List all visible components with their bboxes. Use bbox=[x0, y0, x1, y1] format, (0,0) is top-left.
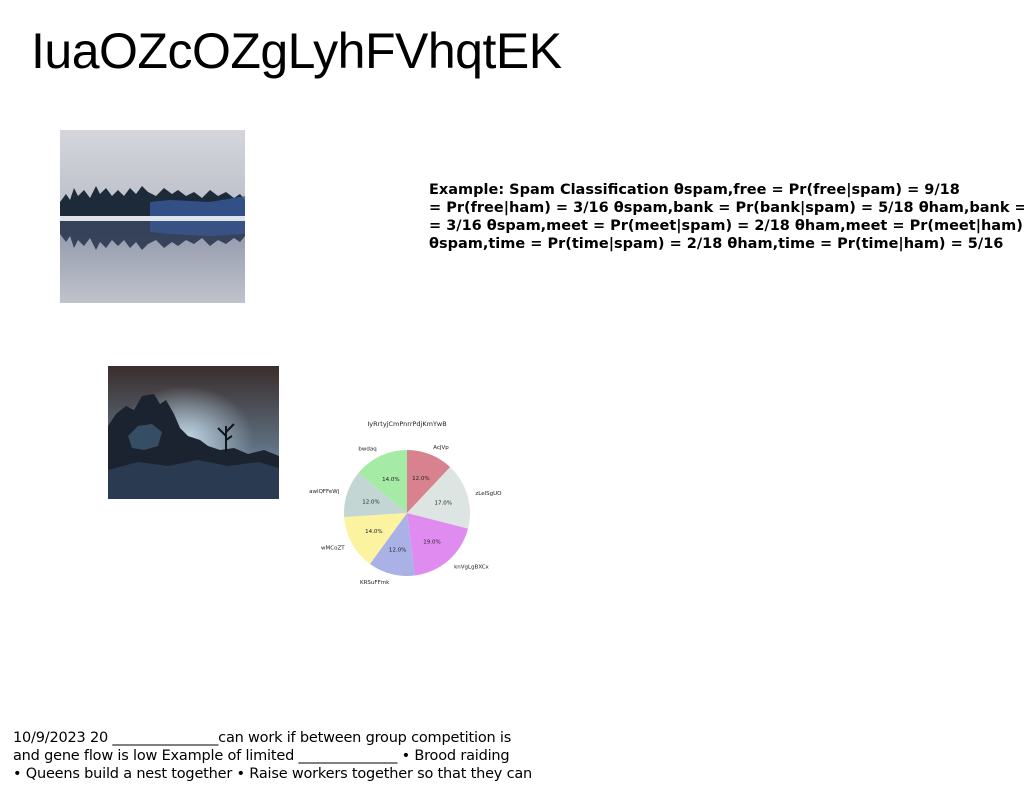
pie-category-label: bwdaq bbox=[358, 447, 376, 453]
pie-slice-zLelSgUO bbox=[407, 467, 470, 529]
example-line: θspam,time = Pr(time|spam) = 2/18 θham,t… bbox=[429, 236, 1004, 252]
pie-category-label: wMCoZT bbox=[321, 545, 345, 551]
pie-category-label: awlQFFeWj bbox=[309, 489, 340, 495]
pie-slice-awlQFFeWj bbox=[344, 472, 407, 517]
pie-value-label: 12.0% bbox=[389, 548, 406, 554]
pie-slice-AcJVp bbox=[407, 450, 451, 513]
footer-line: • Queens build a nest together • Raise w… bbox=[13, 766, 533, 782]
pie-slice-wMCoZT bbox=[344, 513, 407, 564]
pie-category-label: KRSuFFmk bbox=[360, 580, 390, 586]
pie-category-label: zLelSgUO bbox=[475, 491, 502, 497]
pie-value-label: 14.0% bbox=[365, 529, 382, 535]
pie-value-label: 19.0% bbox=[423, 539, 440, 545]
pie-category-label: AcJVp bbox=[433, 445, 449, 451]
footer-line: and gene flow is low Example of limited … bbox=[13, 748, 510, 764]
pie-slice-bwdaq bbox=[358, 450, 407, 513]
pie-value-label: 12.0% bbox=[412, 476, 429, 482]
pie-slice-knVgLgBXCx bbox=[407, 513, 469, 576]
pie-value-label: 14.0% bbox=[382, 477, 399, 483]
spam-classification-text: Example: Spam Classification θspam,free … bbox=[429, 181, 1024, 253]
rocky-night-photo bbox=[108, 366, 279, 499]
pie-chart: IyRrtyjCmPnrrPdjKmYwB 12.0% AcJVp 17.0% zLe… bbox=[300, 412, 520, 602]
lake-photo bbox=[60, 130, 245, 303]
footer-text: 10/9/2023 20 _______________can work if … bbox=[13, 729, 573, 783]
footer-line: 10/9/2023 20 _______________can work if … bbox=[13, 730, 512, 746]
pie-category-label: knVgLgBXCx bbox=[454, 564, 489, 570]
page-title: IuaOZcOZgLyhFVhqtEK bbox=[31, 23, 562, 79]
pie-slice-KRSuFFmk bbox=[369, 513, 415, 576]
pie-value-label: 17.0% bbox=[435, 500, 452, 506]
example-line: = Pr(free|ham) = 3/16 θspam,bank = Pr(ba… bbox=[429, 200, 1024, 216]
pie-value-label: 12.0% bbox=[362, 499, 379, 505]
example-line: = 3/16 θspam,meet = Pr(meet|spam) = 2/18… bbox=[429, 218, 1024, 234]
example-line: Example: Spam Classification θspam,free … bbox=[429, 182, 960, 198]
pie-chart-title: IyRrtyjCmPnrrPdjKmYwB bbox=[367, 420, 446, 428]
